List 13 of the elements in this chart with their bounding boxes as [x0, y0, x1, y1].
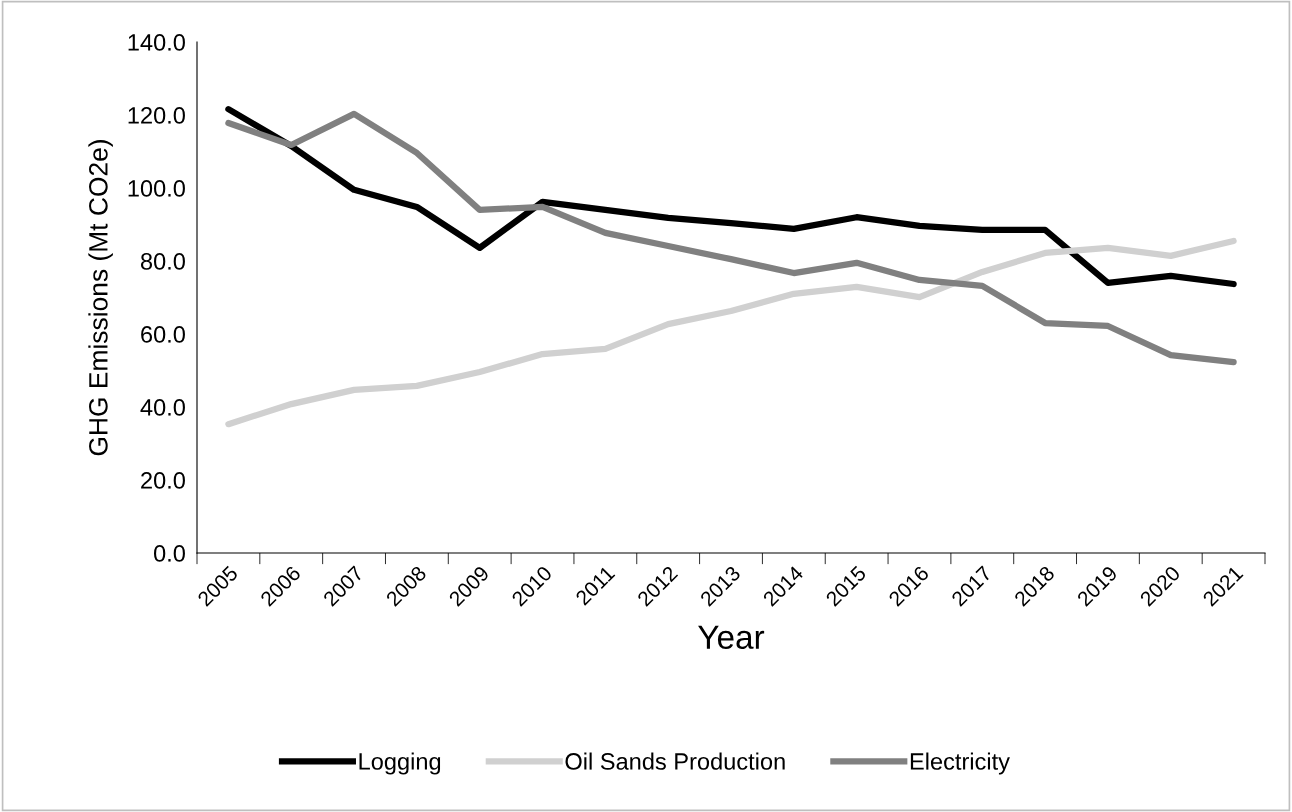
y-tick-label: 0.0 — [153, 545, 185, 562]
y-tick-label: 120.0 — [128, 107, 185, 124]
y-tick-label: 20.0 — [141, 472, 185, 489]
y-tick-label: 140.0 — [128, 34, 185, 51]
legend-label: Electricity — [910, 752, 1010, 775]
y-axis-title: GHG Emissions (Mt CO2e) — [88, 140, 113, 456]
legend-label: Logging — [359, 752, 441, 775]
y-tick-label: 40.0 — [140, 399, 185, 416]
legend-label: Oil Sands Production — [565, 752, 785, 770]
y-tick-label: 100.0 — [128, 180, 185, 197]
x-axis-title: Year — [698, 625, 765, 649]
y-tick-label: 60.0 — [141, 326, 185, 343]
y-tick-label: 80.0 — [140, 253, 185, 270]
